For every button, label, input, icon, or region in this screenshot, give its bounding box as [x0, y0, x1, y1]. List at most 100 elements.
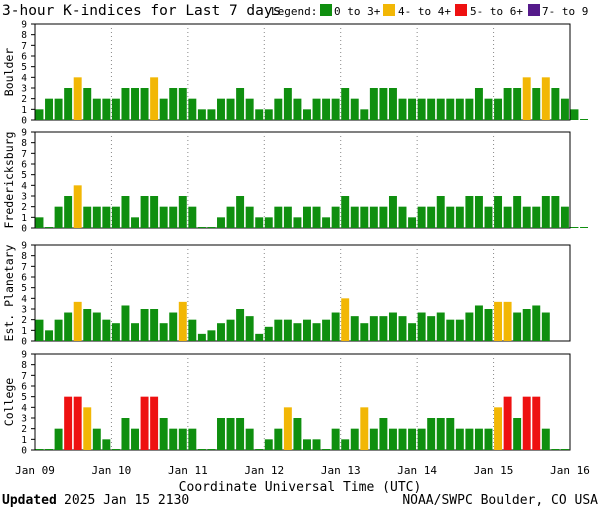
k-index-bar	[159, 206, 168, 228]
k-index-bar	[560, 206, 569, 228]
x-tick-label: Jan 12	[244, 464, 284, 477]
k-index-bar	[513, 312, 522, 341]
y-tick-label: 1	[21, 326, 27, 337]
panel-frame	[34, 131, 571, 229]
k-index-bar	[207, 330, 216, 341]
k-index-bar	[494, 98, 503, 120]
k-index-bar	[580, 227, 589, 228]
k-index-bar	[102, 439, 111, 450]
k-index-bar	[455, 98, 464, 120]
k-index-bar	[245, 98, 254, 120]
k-index-bar	[131, 428, 139, 450]
k-index-bar	[283, 407, 292, 450]
x-tick-label: Jan 14	[397, 464, 437, 477]
k-index-bar	[111, 323, 120, 341]
source-label: NOAA/SWPC Boulder, CO USA	[402, 493, 598, 508]
k-index-bar	[188, 319, 197, 341]
k-index-bar	[398, 206, 407, 228]
k-index-bar	[341, 88, 350, 120]
k-index-bar	[45, 449, 54, 450]
y-tick-label: 4	[21, 403, 27, 414]
k-index-bar	[111, 449, 120, 450]
k-index-bar	[541, 428, 550, 450]
k-index-bar	[207, 109, 216, 120]
x-tick-label: Jan 11	[168, 464, 208, 477]
y-tick-label: 9	[21, 350, 27, 361]
k-index-bar	[217, 98, 225, 120]
k-index-bar	[408, 217, 417, 228]
k-index-bar	[494, 301, 503, 341]
k-index-bar	[92, 98, 101, 120]
legend-swatch-4	[528, 4, 540, 16]
k-index-bar	[341, 196, 350, 228]
k-index-bar	[570, 227, 579, 228]
k-index-bar	[35, 109, 44, 120]
k-index-bar	[83, 206, 92, 228]
k-index-bar	[522, 396, 531, 450]
k-index-bar	[417, 428, 426, 450]
k-index-bar	[35, 217, 44, 228]
k-index-bar	[207, 449, 216, 450]
k-index-bar	[245, 428, 254, 450]
chart-title: 3-hour K-indices for Last 7 days	[2, 3, 281, 19]
k-index-bar	[188, 98, 197, 120]
k-index-bar	[331, 206, 340, 228]
k-index-bar	[245, 316, 254, 341]
k-index-bar	[274, 98, 283, 120]
k-index-bar	[207, 227, 216, 228]
legend-swatch-3	[455, 4, 467, 16]
k-index-bar	[73, 301, 82, 341]
k-index-bar	[551, 88, 560, 120]
k-index-bar	[465, 98, 474, 120]
k-index-bar	[398, 428, 407, 450]
k-index-bar	[178, 428, 187, 450]
k-index-bar	[226, 206, 235, 228]
k-index-bar	[503, 88, 512, 120]
y-tick-label: 3	[21, 414, 27, 425]
k-index-bar	[551, 196, 560, 228]
k-index-bar	[474, 428, 483, 450]
k-index-bar	[73, 77, 82, 120]
k-index-bar	[54, 319, 63, 341]
k-index-bar	[427, 98, 436, 120]
k-index-bar	[197, 449, 206, 450]
k-index-bar	[255, 109, 264, 120]
y-tick-label: 7	[21, 41, 27, 52]
k-index-bar	[45, 227, 54, 228]
y-tick-label: 0	[21, 337, 27, 348]
legend-swatch-2	[383, 4, 395, 16]
x-tick-label: Jan 10	[92, 464, 132, 477]
k-index-bar	[312, 323, 321, 341]
k-index-bar	[379, 316, 388, 341]
k-index-bar	[560, 98, 569, 120]
k-index-bar	[54, 206, 63, 228]
k-index-bar	[150, 396, 159, 450]
k-index-bar	[197, 109, 206, 120]
k-index-bar	[446, 418, 455, 450]
k-index-bar	[408, 323, 417, 341]
k-index-bar	[312, 206, 321, 228]
k-index-bar	[64, 396, 73, 450]
k-index-bar	[178, 88, 187, 120]
k-index-bar	[398, 316, 407, 341]
k-index-bar	[455, 319, 464, 341]
k-index-bar	[226, 418, 235, 450]
k-index-bar	[322, 217, 331, 228]
y-tick-label: 9	[21, 20, 27, 31]
legend-item-2: 4- to 4+	[398, 5, 451, 18]
k-index-bar	[283, 319, 292, 341]
k-index-bar	[64, 88, 73, 120]
k-index-bar	[341, 439, 350, 450]
k-index-bar	[369, 88, 378, 120]
k-index-bar	[83, 309, 92, 341]
y-tick-label: 9	[21, 128, 27, 139]
k-index-bar	[303, 439, 311, 450]
x-tick-label: Jan 09	[15, 464, 55, 477]
k-index-bar	[427, 418, 436, 450]
k-index-bar	[455, 428, 464, 450]
k-index-bar	[197, 333, 206, 341]
k-index-bar	[455, 206, 464, 228]
k-index-bar	[140, 396, 149, 450]
y-tick-label: 6	[21, 382, 27, 393]
k-index-bar	[360, 109, 369, 120]
